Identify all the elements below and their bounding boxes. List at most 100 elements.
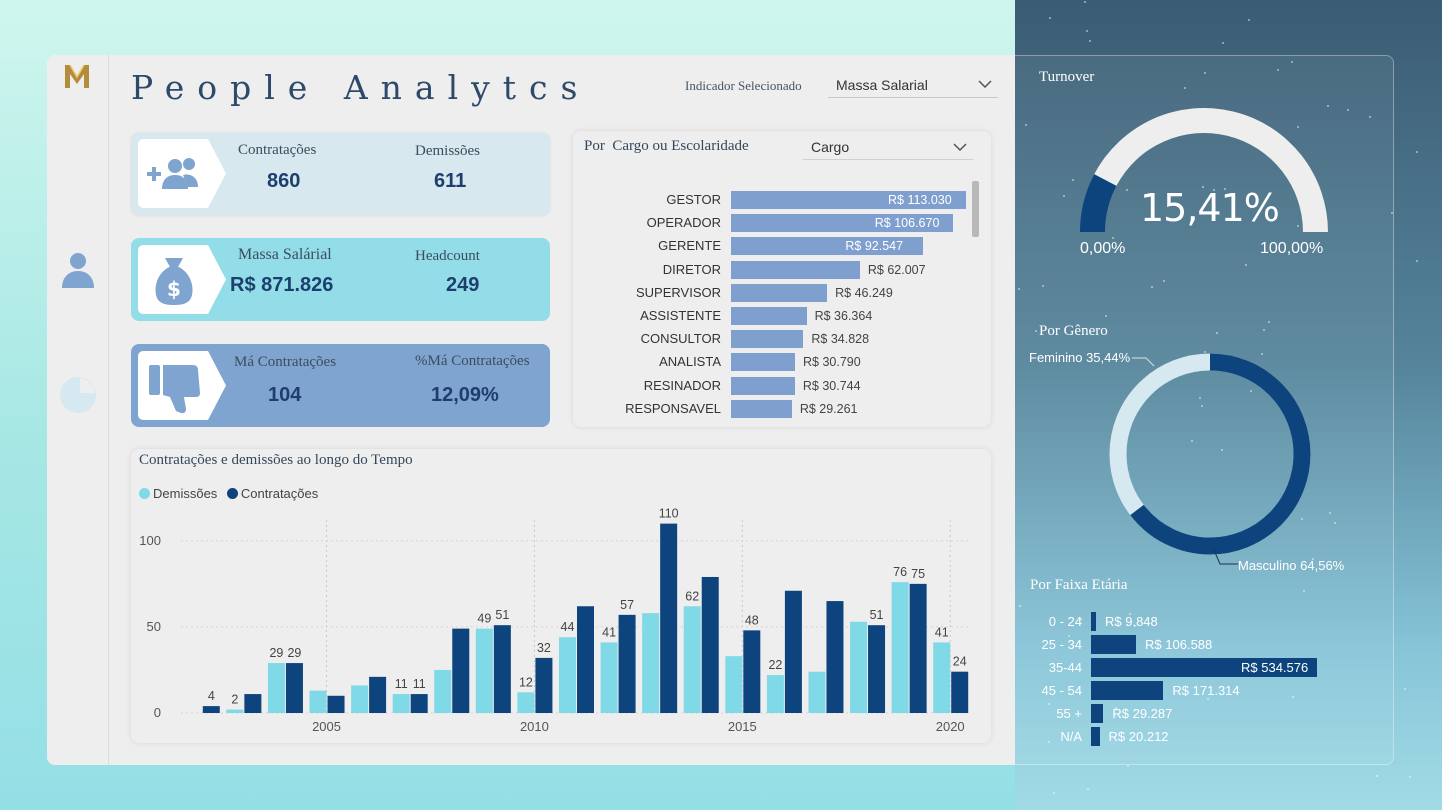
legend-demissoes[interactable]: Demissões	[139, 486, 217, 501]
bar-data-label: 44	[561, 620, 575, 634]
page-title: People Analytcs	[131, 68, 591, 107]
cargo-row[interactable]: CONSULTOR R$ 34.828	[573, 330, 973, 349]
demissoes-bar	[891, 582, 909, 713]
cargo-row[interactable]: SUPERVISOR R$ 46.249	[573, 283, 973, 302]
gauge-fill	[1080, 174, 1117, 232]
star-decoration	[1018, 605, 1021, 608]
donut-slice-masculino[interactable]	[1109, 353, 1311, 555]
x-tick-label: 2020	[936, 719, 965, 734]
turnover-value: 15,41%	[1140, 186, 1280, 230]
cargo-row-label: ASSISTENTE	[640, 308, 721, 323]
cargo-bar	[731, 376, 795, 395]
gauge-track	[1094, 108, 1328, 232]
masculino-leader-line	[1213, 550, 1238, 565]
star-decoration	[1268, 321, 1271, 324]
star-decoration	[1262, 328, 1265, 331]
cargo-row-label: SUPERVISOR	[635, 284, 721, 300]
demissoes-bar	[808, 671, 826, 713]
star-decoration	[1052, 792, 1055, 795]
cargo-title-prefix: Por	[584, 138, 605, 154]
star-decoration	[1375, 774, 1378, 777]
star-decoration	[1084, 0, 1087, 3]
cargo-card: Por Cargo ou Escolaridade Cargo GESTOR R$…	[573, 131, 991, 427]
demissoes-bar	[725, 656, 743, 713]
cargo-row[interactable]: RESINADOR R$ 30.744	[573, 376, 973, 395]
svg-text:$: $	[167, 277, 181, 301]
demissoes-bar	[226, 709, 244, 713]
y-tick-label: 100	[139, 533, 161, 548]
star-decoration	[1327, 105, 1330, 108]
gender-feminino-label: Feminino 35,44%	[1029, 350, 1131, 365]
timeline-title: Contratações e demissões ao longo do Tem…	[139, 452, 413, 468]
bar-data-label: 48	[745, 613, 759, 627]
demissoes-bar	[933, 642, 951, 713]
cargo-row[interactable]: GERENTE R$ 92.547	[573, 237, 973, 256]
star-decoration	[1047, 703, 1050, 706]
kpi-card-bad-hires: Má Contratações 104 %Má Contratações 12,…	[131, 344, 550, 427]
chevron-down-icon	[953, 143, 967, 151]
bar-data-label: 12	[519, 675, 533, 689]
bad-hires-pct-value: 12,09%	[431, 384, 499, 406]
cargo-row[interactable]: GESTOR R$ 113.030	[573, 191, 973, 209]
logo-icon	[65, 64, 89, 88]
star-decoration	[1191, 440, 1194, 443]
star-decoration	[1220, 448, 1223, 451]
cargo-bar-value: R$ 113.030	[888, 193, 952, 207]
contratacoes-bar	[743, 630, 761, 713]
cargo-row[interactable]: DIRETOR R$ 62.007	[573, 260, 973, 279]
cargo-row[interactable]: ASSISTENTE R$ 36.364	[573, 307, 973, 325]
cargo-bar	[731, 353, 795, 372]
star-decoration	[1297, 224, 1300, 227]
pie-chart-icon[interactable]	[58, 375, 98, 415]
cargo-row-label: RESPONSAVEL	[625, 400, 721, 416]
bar-data-label: 41	[602, 625, 616, 639]
y-tick-label: 0	[154, 705, 161, 720]
star-decoration	[1303, 589, 1306, 592]
star-decoration	[1125, 189, 1128, 192]
age-bar[interactable]	[1091, 612, 1096, 631]
cargo-bar	[731, 260, 860, 279]
cargo-row-label: DIRETOR	[662, 261, 721, 277]
star-decoration	[1199, 396, 1202, 399]
bar-data-label: 76	[893, 565, 907, 579]
user-icon[interactable]	[58, 248, 98, 288]
cargo-row[interactable]: ANALISTA R$ 30.790	[573, 353, 973, 372]
age-bar[interactable]	[1091, 658, 1317, 677]
star-decoration	[1150, 285, 1153, 288]
cargo-row-label: GESTOR	[666, 192, 721, 207]
legend-contratacoes[interactable]: Contratações	[226, 486, 318, 501]
hires-value: 860	[267, 170, 301, 192]
age-bar[interactable]	[1091, 727, 1100, 746]
bad-hires-value: 104	[268, 384, 302, 406]
star-decoration	[1202, 186, 1205, 189]
bar-data-label: 49	[477, 612, 491, 626]
demissoes-bar	[766, 675, 784, 713]
indicator-select[interactable]: Massa Salarial	[828, 72, 998, 98]
cargo-select[interactable]: Cargo	[803, 136, 973, 160]
headcount-value: 249	[446, 274, 480, 296]
star-decoration	[1222, 41, 1225, 44]
age-bar-value: R$ 534.576	[1241, 660, 1309, 675]
star-decoration	[1409, 775, 1412, 778]
cargo-row[interactable]: RESPONSAVEL R$ 29.261	[573, 399, 973, 418]
star-decoration	[1416, 259, 1419, 262]
bar-data-label: 2	[231, 693, 238, 707]
age-bar[interactable]	[1091, 704, 1104, 723]
bar-data-label: 75	[911, 567, 925, 581]
star-decoration	[1025, 123, 1028, 126]
demissoes-bar	[600, 642, 618, 713]
cargo-row-label: ANALISTA	[659, 354, 721, 370]
contratacoes-bar	[285, 663, 303, 713]
contratacoes-bar	[618, 614, 636, 713]
contratacoes-bar	[452, 628, 470, 713]
bar-data-label: 4	[208, 689, 215, 703]
cargo-scrollbar[interactable]	[972, 181, 979, 237]
cargo-row[interactable]: OPERADOR R$ 106.670	[573, 214, 973, 233]
age-bar-value: R$ 9.848	[1105, 614, 1158, 629]
age-bar[interactable]	[1091, 681, 1164, 700]
age-bar[interactable]	[1091, 635, 1137, 654]
right-panel	[1015, 55, 1394, 765]
star-decoration	[1072, 179, 1075, 182]
star-decoration	[1311, 558, 1314, 561]
star-decoration	[1162, 280, 1165, 283]
